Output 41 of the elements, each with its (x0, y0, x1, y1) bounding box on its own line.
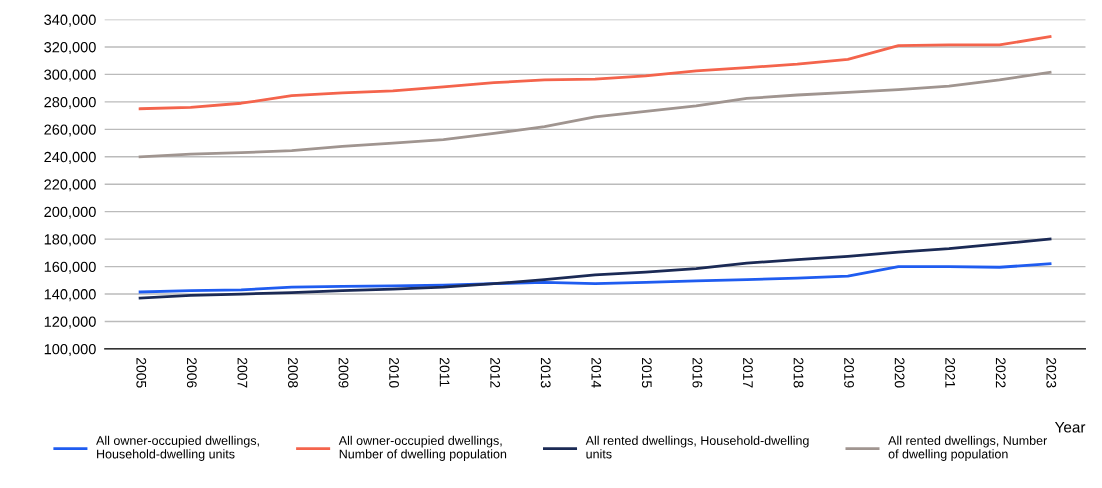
x-tick-label: 2011 (439, 357, 450, 387)
x-tick-label: 2013 (540, 357, 551, 388)
y-tick-label: 320,000 (44, 42, 96, 55)
y-tick-label: 280,000 (44, 96, 96, 110)
line-series (138, 35, 1052, 111)
x-tick-label: 2012 (490, 357, 501, 388)
x-tick-label: 2005 (136, 357, 147, 388)
x-tick-label: 2020 (894, 357, 905, 388)
x-axis-title: Year (1054, 421, 1086, 433)
x-tick-label: 2016 (692, 357, 703, 388)
legend-label: All owner-occupied dwellings, Number of dwelling population (338, 435, 507, 461)
x-tick-label: 2007 (237, 357, 248, 388)
x-tick-label: 2017 (743, 357, 753, 388)
y-tick-label: 300,000 (44, 69, 96, 82)
x-tick-label: 2014 (591, 357, 602, 388)
x-tick-label: 2010 (389, 357, 399, 388)
x-tick-label: 2008 (288, 357, 298, 388)
y-tick-label: 160,000 (44, 261, 96, 274)
x-tick-label: 2021 (945, 357, 956, 388)
legend-label: All owner-occupied dwellings, Household-dwelling units (96, 435, 259, 461)
line-series (138, 237, 1052, 300)
x-tick-label: 2018 (793, 357, 804, 388)
y-tick-label: 260,000 (44, 124, 96, 137)
y-tick-label: 180,000 (44, 234, 96, 247)
x-tick-label: 2023 (1046, 357, 1057, 388)
y-tick-label: 240,000 (44, 151, 96, 164)
legend-label: All rented dwellings, Number of dwelling population (888, 435, 1048, 461)
line-series (138, 70, 1052, 159)
y-tick-label: 200,000 (44, 206, 96, 219)
y-tick-label: 220,000 (44, 179, 96, 192)
x-tick-label: 2022 (995, 357, 1006, 388)
x-tick-label: 2019 (844, 357, 854, 388)
legend-label: All rented dwellings, Household-dwelling units (585, 435, 809, 459)
y-tick-label: 140,000 (44, 289, 96, 302)
x-tick-label: 2009 (338, 357, 349, 388)
y-tick-label: 100,000 (44, 344, 96, 357)
x-tick-label: 2006 (186, 357, 197, 388)
x-tick-label: 2015 (641, 357, 652, 388)
y-tick-label: 340,000 (44, 14, 96, 27)
y-tick-label: 120,000 (44, 316, 96, 329)
line-series (138, 262, 1052, 294)
